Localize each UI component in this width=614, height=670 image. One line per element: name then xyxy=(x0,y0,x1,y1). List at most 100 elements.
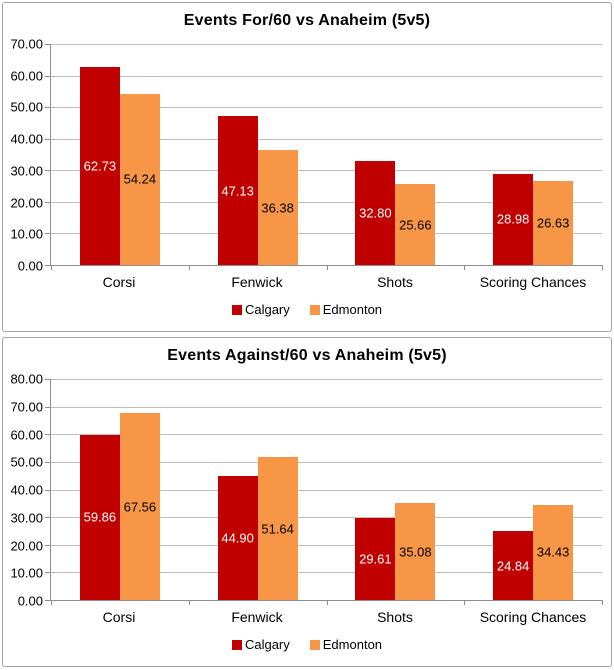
legend-label-calgary: Calgary xyxy=(244,637,290,652)
category-group-shots: 29.61 35.08 xyxy=(327,379,465,600)
y-axis-tick xyxy=(45,600,51,601)
y-axis-tick-label: 20.00 xyxy=(10,538,43,553)
x-axis-tick xyxy=(326,265,328,270)
y-axis-tick-label: 30.00 xyxy=(10,163,43,179)
gridline xyxy=(51,379,602,380)
y-axis-tick-label: 0.00 xyxy=(17,593,43,609)
data-label-calgary-fenwick: 47.13 xyxy=(221,183,254,199)
category-group-fenwick: 47.13 36.38 xyxy=(189,44,327,265)
chart-panel-events-against: Events Against/60 vs Anaheim (5v5) 80.00… xyxy=(2,337,612,667)
data-label-edmonton-fenwick: 51.64 xyxy=(261,521,294,537)
y-axis-tick-label: 70.00 xyxy=(10,36,43,52)
y-axis-tick-label: 50.00 xyxy=(10,454,43,470)
legend-entry-calgary: Calgary xyxy=(231,637,290,652)
gridline xyxy=(51,434,602,436)
category-group-scoring-chances: 28.98 26.63 xyxy=(464,44,602,265)
plot-area: 62.73 54.24 47.13 36.38 32.80 25.66 28.98 26.63 xyxy=(45,44,603,270)
gridline xyxy=(51,75,602,77)
bar-edmonton-scoring-chances: 26.63 xyxy=(533,180,574,265)
category-label-fenwick: Fenwick xyxy=(231,274,283,290)
category-group-fenwick: 44.90 51.64 xyxy=(189,379,327,600)
data-label-calgary-shots: 32.80 xyxy=(359,205,392,221)
x-axis-tick xyxy=(602,600,603,605)
y-axis-tick xyxy=(45,44,51,45)
y-axis-tick xyxy=(45,138,51,140)
plot-categories: 62.73 54.24 47.13 36.38 32.80 25.66 28.98 26.63 xyxy=(51,44,602,265)
legend: Calgary Edmonton xyxy=(3,637,611,652)
category-label-corsi: Corsi xyxy=(102,609,136,625)
bar-edmonton-shots: 25.66 xyxy=(395,184,436,265)
legend-label-edmonton: Edmonton xyxy=(322,302,383,317)
y-axis-tick xyxy=(45,461,51,463)
y-axis: 80.00 70.00 60.00 50.00 40.00 30.00 20.00 10.00… xyxy=(3,372,43,609)
category-group-corsi: 62.73 54.24 xyxy=(51,44,189,265)
gridline xyxy=(51,517,602,519)
y-axis-tick-label: 60.00 xyxy=(10,68,43,84)
y-axis-tick xyxy=(45,379,51,380)
chart-title-events-against: Events Against/60 vs Anaheim (5v5) xyxy=(167,347,447,364)
plot-categories: 59.86 67.56 44.90 51.64 29.61 35.08 24.84 34.43 xyxy=(51,379,602,600)
data-label-calgary-scoring-chances: 28.98 xyxy=(496,211,530,227)
plot-area: 59.86 67.56 44.90 51.64 29.61 35.08 24.84 34.43 xyxy=(45,379,603,605)
bar-calgary-fenwick: 47.13 xyxy=(217,116,258,265)
y-axis-tick xyxy=(45,517,51,519)
bar-calgary-scoring-chances: 28.98 xyxy=(493,173,534,265)
gridline xyxy=(51,201,602,203)
x-axis-labels: Corsi Fenwick Shots Scoring Chances xyxy=(50,609,602,625)
y-axis-tick xyxy=(45,572,51,574)
chart-panel-events-for: Events For/60 vs Anaheim (5v5) 70.00 60.0… xyxy=(2,2,612,332)
bar-edmonton-fenwick: 51.64 xyxy=(257,457,298,600)
category-label-corsi: Corsi xyxy=(102,274,136,290)
data-label-edmonton-shots: 35.08 xyxy=(399,544,432,560)
y-axis-tick-label: 40.00 xyxy=(10,482,43,498)
legend: Calgary Edmonton xyxy=(3,302,611,317)
x-axis-tick xyxy=(326,600,328,605)
y-axis-tick-label: 10.00 xyxy=(10,565,43,581)
legend-label-calgary: Calgary xyxy=(244,302,290,317)
x-axis-tick xyxy=(464,265,466,270)
y-axis-tick-label: 70.00 xyxy=(10,399,43,415)
gridline xyxy=(51,489,602,491)
gridline xyxy=(51,461,602,463)
y-axis-tick xyxy=(45,75,51,77)
legend-entry-edmonton: Edmonton xyxy=(309,302,383,317)
bar-calgary-corsi: 59.86 xyxy=(79,434,120,600)
bar-edmonton-scoring-chances: 34.43 xyxy=(533,504,574,600)
data-label-calgary-corsi: 59.86 xyxy=(83,509,117,525)
data-label-edmonton-fenwick: 36.38 xyxy=(261,200,294,216)
y-axis-tick-label: 50.00 xyxy=(10,99,43,115)
y-axis-tick-label: 40.00 xyxy=(10,131,43,147)
y-axis-tick-label: 30.00 xyxy=(10,510,43,526)
y-axis-tick-label: 10.00 xyxy=(10,226,43,242)
x-axis-tick xyxy=(464,600,466,605)
x-axis-tick xyxy=(188,600,190,605)
chart-title-events-for: Events For/60 vs Anaheim (5v5) xyxy=(183,12,431,29)
legend-marker-edmonton xyxy=(309,639,320,650)
legend-entry-edmonton: Edmonton xyxy=(309,637,382,652)
y-axis-tick xyxy=(45,434,51,436)
gridline xyxy=(51,107,602,109)
y-axis-tick xyxy=(45,489,51,491)
gridline xyxy=(51,138,602,140)
gridline xyxy=(51,544,602,546)
y-axis-tick xyxy=(45,107,51,109)
data-label-edmonton-corsi: 54.24 xyxy=(123,171,157,187)
legend-marker-edmonton xyxy=(309,304,320,315)
category-label-shots: Shots xyxy=(377,274,413,290)
bar-calgary-corsi: 62.73 xyxy=(79,66,120,265)
category-label-shots: Shots xyxy=(377,609,413,625)
y-axis-tick xyxy=(45,265,51,266)
y-axis-tick xyxy=(45,544,51,546)
bar-edmonton-shots: 35.08 xyxy=(395,503,436,600)
bar-edmonton-corsi: 54.24 xyxy=(119,93,160,265)
data-label-calgary-fenwick: 44.90 xyxy=(221,530,254,546)
bar-calgary-fenwick: 44.90 xyxy=(217,475,258,600)
category-group-corsi: 59.86 67.56 xyxy=(51,379,189,600)
data-label-calgary-corsi: 62.73 xyxy=(83,158,117,174)
category-label-scoring-chances: Scoring Chances xyxy=(479,274,587,290)
gridline xyxy=(51,406,602,408)
y-axis-tick xyxy=(45,170,51,172)
y-axis-tick xyxy=(45,201,51,203)
x-axis-tick xyxy=(188,265,190,270)
data-label-edmonton-scoring-chances: 34.43 xyxy=(536,544,570,560)
